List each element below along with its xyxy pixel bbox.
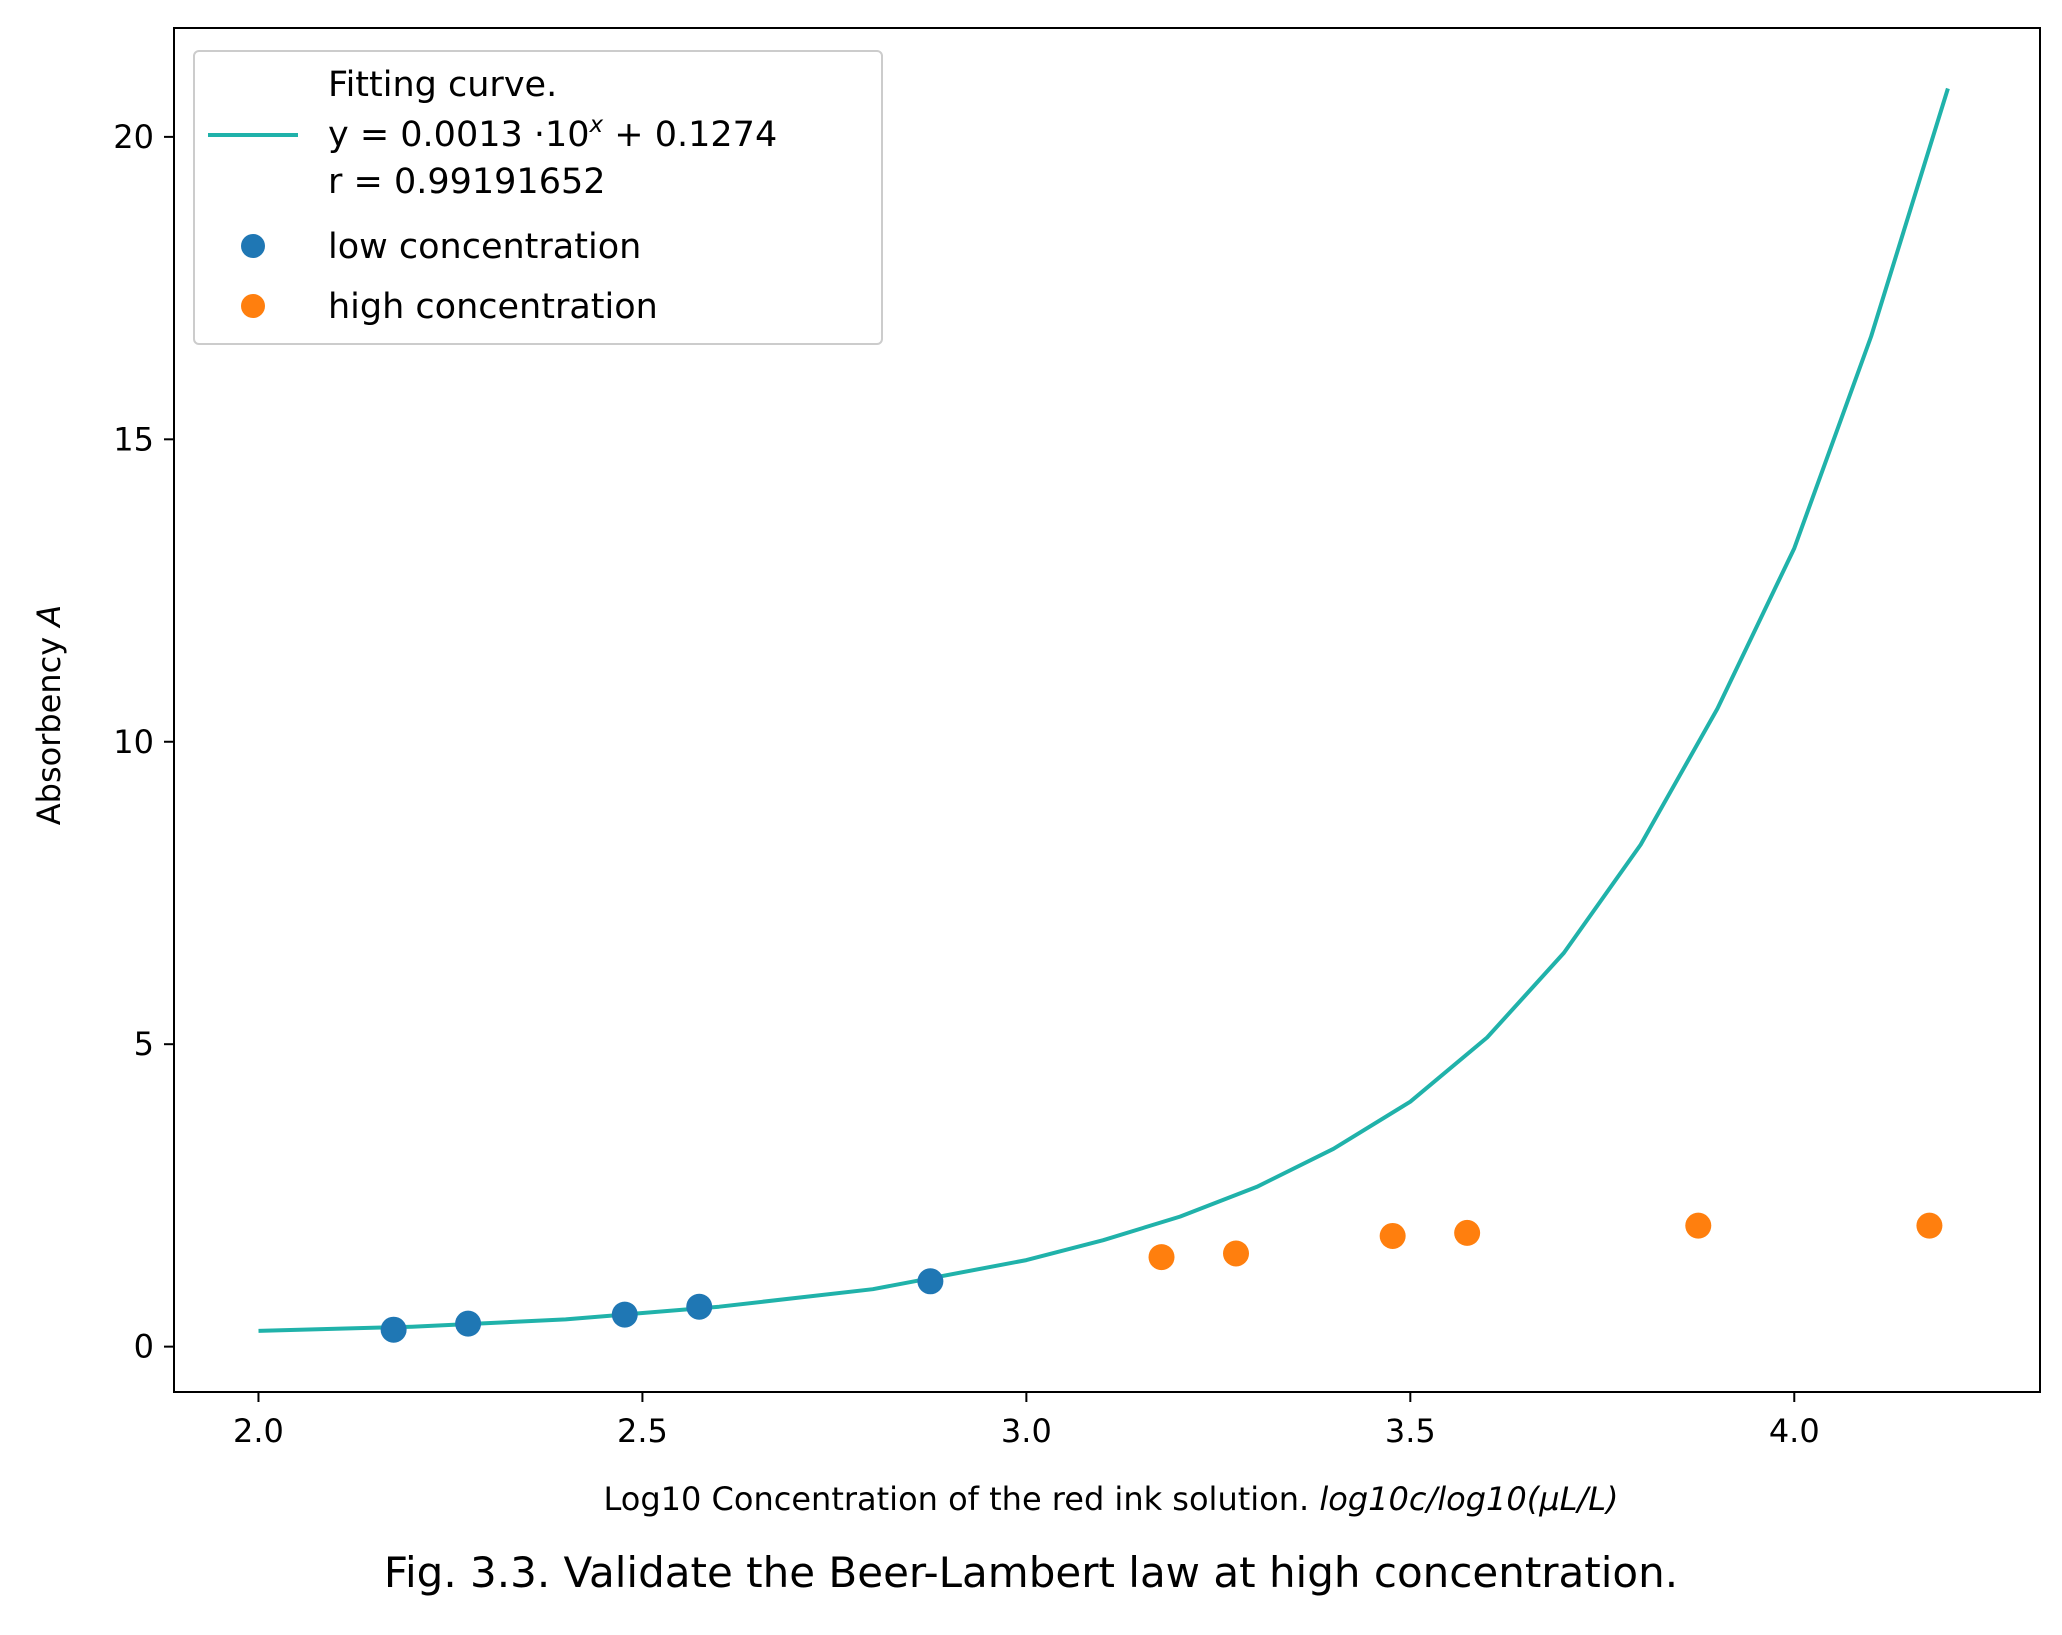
x-tick-label: 2.5 xyxy=(617,1412,668,1450)
legend: Fitting curve. y = 0.0013 ·10x + 0.1274 … xyxy=(193,50,883,345)
legend-fitting-curve-label: Fitting curve. xyxy=(328,65,557,105)
chart: 2.0 2.5 3.0 3.5 4.0 0 5 10 15 20 Log10 Concentra… xyxy=(30,27,2041,1518)
legend-high-marker xyxy=(241,294,265,318)
high-concentration-point xyxy=(1454,1219,1481,1246)
high-concentration-point xyxy=(1223,1240,1250,1267)
y-tick-label: 5 xyxy=(134,1025,154,1063)
legend-low-marker xyxy=(241,234,265,258)
low-concentration-point xyxy=(380,1316,407,1343)
y-tick-label: 0 xyxy=(134,1328,154,1366)
legend-equation: y = 0.0013 ·10x + 0.1274 xyxy=(328,112,777,155)
x-tick-label: 4.0 xyxy=(1769,1412,1820,1450)
legend-high-label: high concentration xyxy=(328,287,658,327)
x-tick-label: 3.5 xyxy=(1385,1412,1436,1450)
low-concentration-point xyxy=(455,1310,482,1337)
figure-caption: Fig. 3.3. Validate the Beer-Lambert law … xyxy=(383,1548,1679,1597)
x-axis-label: Log10 Concentration of the red ink solut… xyxy=(604,1480,1619,1518)
x-tick-label: 2.0 xyxy=(233,1412,284,1450)
high-concentration-point xyxy=(1148,1244,1175,1271)
low-concentration-point xyxy=(686,1293,713,1320)
low-concentration-point xyxy=(611,1301,638,1328)
y-axis-label-math: A xyxy=(30,605,68,629)
y-axis-ticks: 0 5 10 15 20 xyxy=(113,118,174,1366)
x-tick-label: 3.0 xyxy=(1001,1412,1052,1450)
y-tick-label: 10 xyxy=(113,723,154,761)
plot-area xyxy=(258,87,1950,1343)
high-concentration-point xyxy=(1685,1212,1712,1239)
legend-equation-exponent: x xyxy=(589,112,604,138)
high-concentration-point xyxy=(1916,1212,1943,1239)
axes-frame xyxy=(173,27,2041,1393)
low-concentration-point xyxy=(917,1268,944,1295)
legend-r-value: r = 0.99191652 xyxy=(328,162,606,202)
legend-low-label: low concentration xyxy=(328,227,641,267)
high-concentration-point xyxy=(1379,1222,1406,1249)
y-axis-label: Absorbency A xyxy=(30,605,68,825)
y-tick-label: 20 xyxy=(113,118,154,156)
y-tick-label: 15 xyxy=(113,420,154,458)
x-axis-ticks: 2.0 2.5 3.0 3.5 4.0 xyxy=(233,1392,1820,1450)
x-axis-label-math: log10c/log10(μL/L) xyxy=(1319,1480,1618,1518)
legend-box xyxy=(193,50,883,345)
